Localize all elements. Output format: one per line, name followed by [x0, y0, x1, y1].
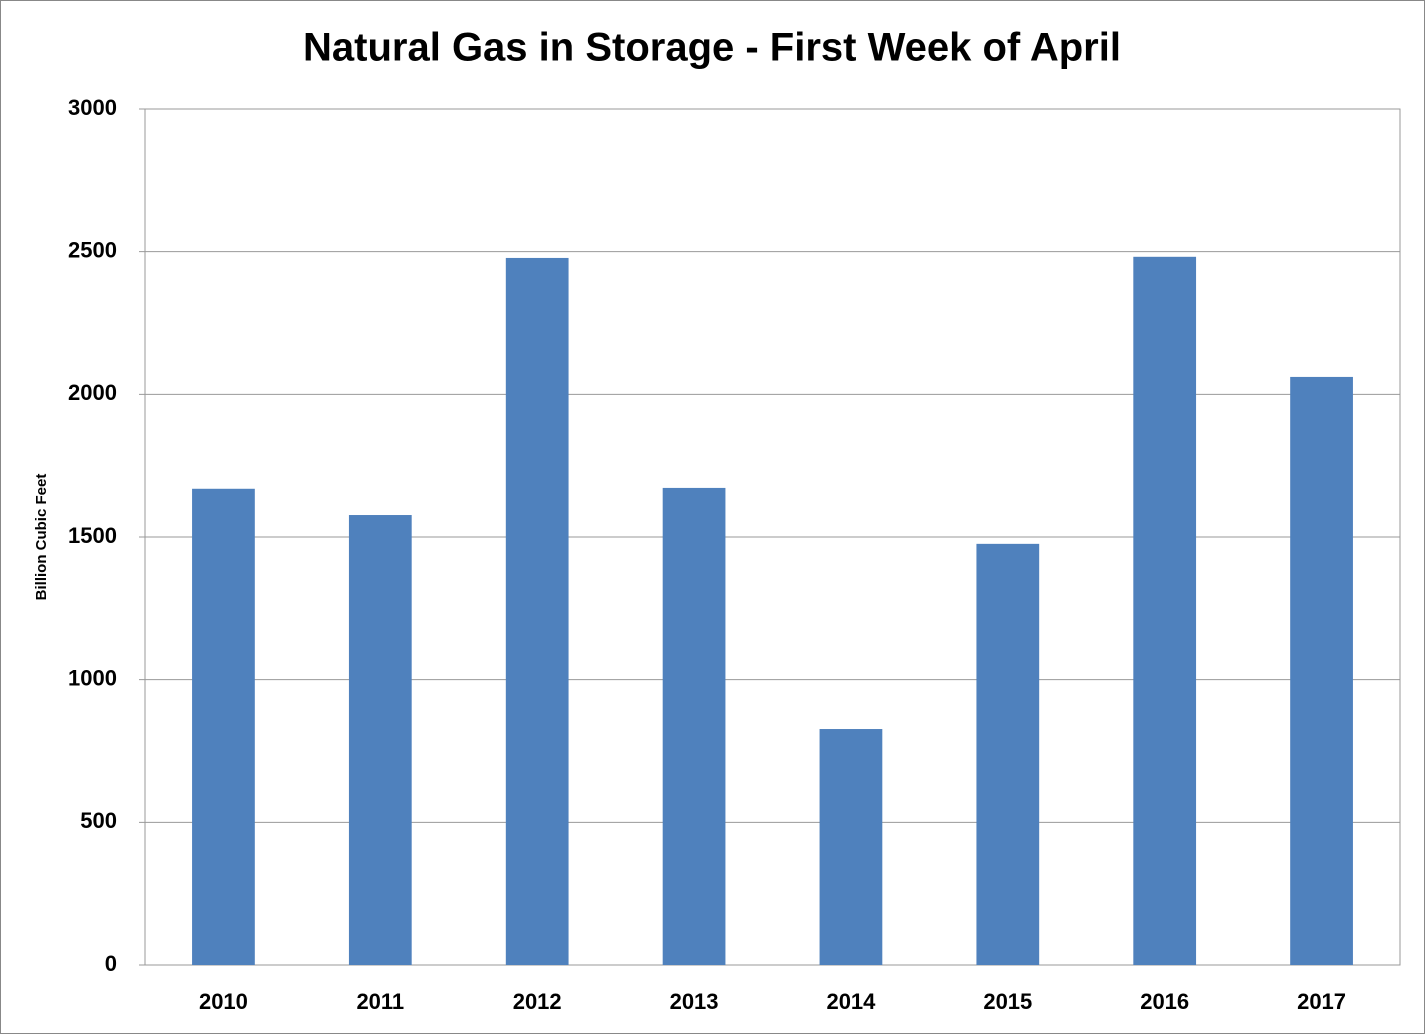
x-tick-label: 2010 [199, 989, 248, 1014]
y-tick-label: 500 [80, 808, 117, 833]
y-axis-label: Billion Cubic Feet [33, 474, 50, 601]
y-tick-label: 0 [105, 951, 117, 976]
bar [192, 488, 255, 965]
bar [662, 487, 726, 965]
bar [976, 543, 1040, 965]
x-tick-label: 2013 [670, 989, 719, 1014]
x-tick-label: 2017 [1297, 989, 1346, 1014]
y-tick-label: 2000 [68, 380, 117, 405]
bar [505, 257, 569, 966]
y-tick-label: 2500 [68, 237, 117, 262]
x-tick-label: 2012 [513, 989, 562, 1014]
y-tick-label: 1000 [68, 665, 117, 690]
x-tick-label: 2015 [983, 989, 1032, 1014]
bar [819, 729, 883, 965]
y-tick-label: 1500 [68, 523, 117, 548]
bar [1133, 256, 1197, 965]
y-tick-label: 3000 [68, 95, 117, 120]
bar [348, 515, 412, 965]
x-tick-label: 2011 [356, 989, 404, 1014]
x-tick-label: 2014 [826, 989, 876, 1014]
chart-title: Natural Gas in Storage - First Week of A… [303, 26, 1121, 70]
bar [1290, 376, 1353, 966]
x-tick-label: 2016 [1140, 989, 1189, 1014]
